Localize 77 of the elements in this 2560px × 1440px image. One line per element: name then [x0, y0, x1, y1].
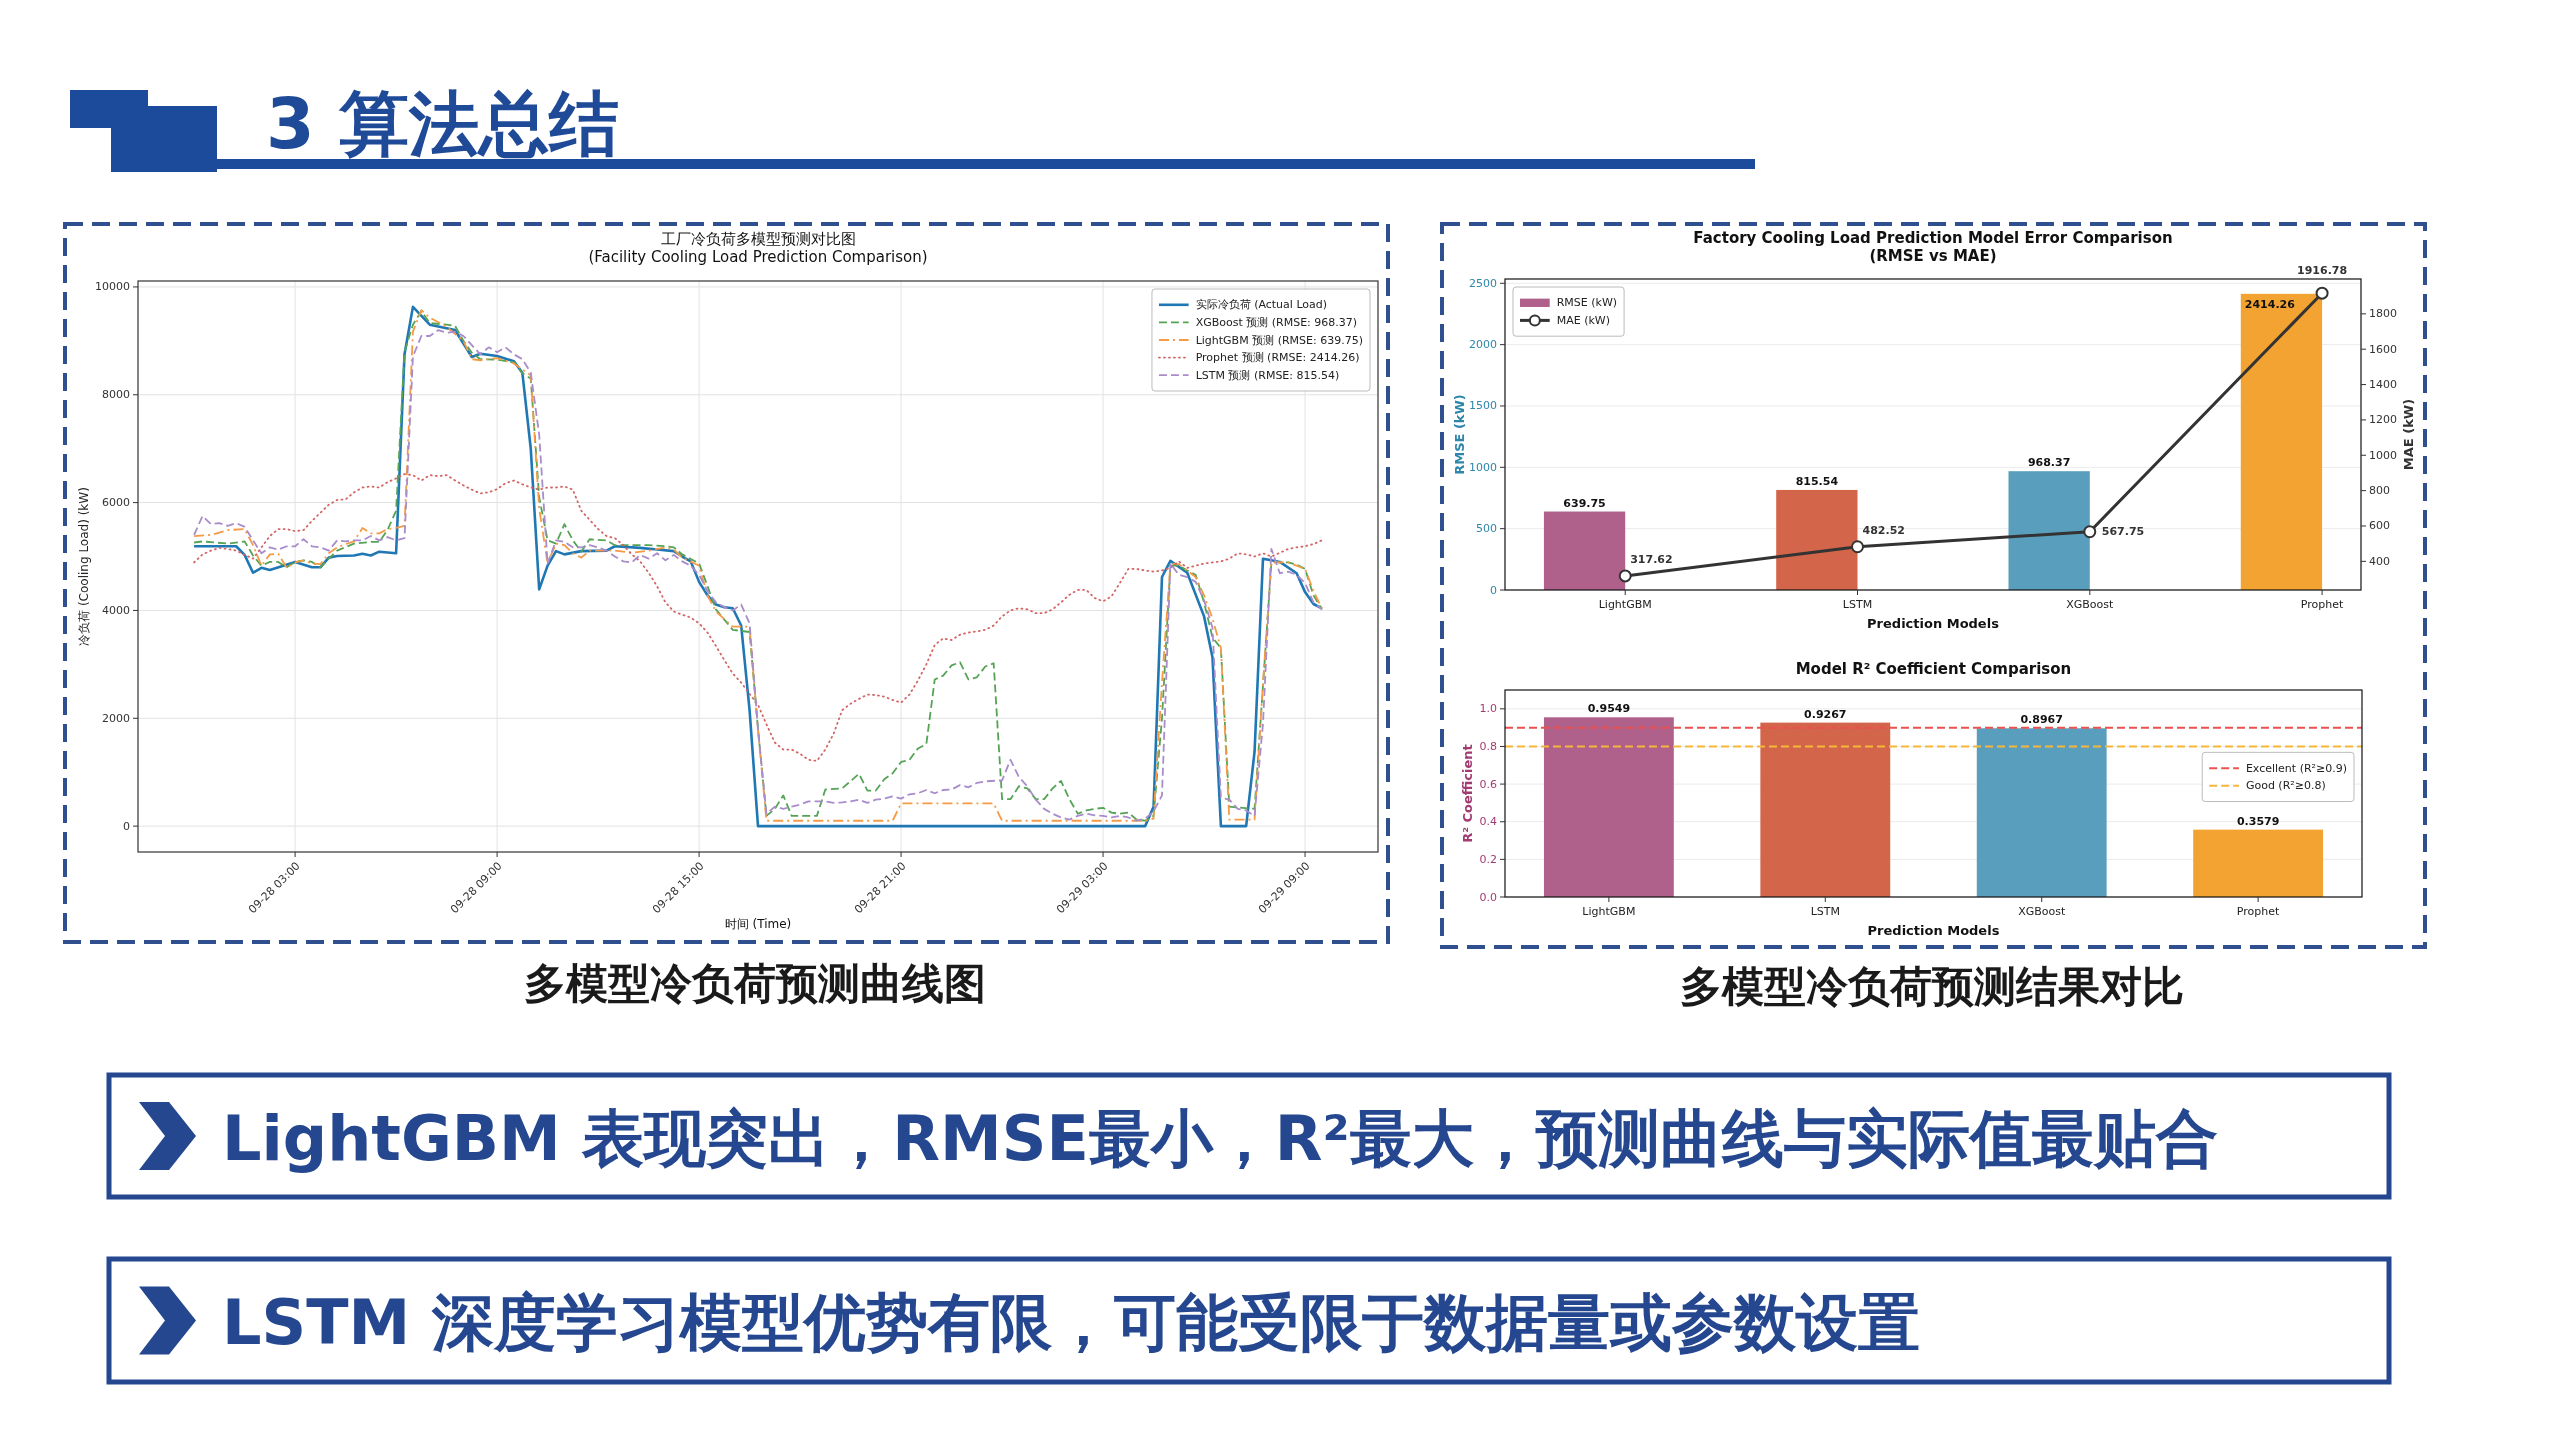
data-label: 0.9549 [1587, 702, 1631, 716]
y2-axis-title: MAE (kW) [2400, 398, 2416, 471]
y2-tick-label: 600 [2369, 519, 2390, 533]
x-tick-label: Prophet [2236, 905, 2281, 918]
y-axis-title: RMSE (kW) [1451, 394, 1467, 475]
x-tick-label: LightGBM [1582, 905, 1636, 918]
y-tick-label: 8000 [102, 388, 130, 402]
legend-label: MAE (kW) [1556, 313, 1610, 327]
legend-label: RMSE (kW) [1556, 296, 1618, 310]
point [2315, 286, 2329, 300]
data-label: 0.9267 [1804, 707, 1847, 721]
text: 多模型冷负荷预测结果对比 [1680, 962, 2184, 1011]
legend-label: LSTM 预测 (RMSE: 815.54) [1195, 368, 1340, 382]
legend-label: Prophet 预测 (RMSE: 2414.26) [1195, 351, 1360, 365]
y-tick-label: 2000 [102, 711, 130, 725]
data-label: 968.37 [2027, 456, 2071, 470]
y-axis-title: 冷负荷 (Cooling Load) (kW) [77, 487, 91, 646]
point [1618, 569, 1632, 583]
y2-tick-label: 400 [2369, 554, 2390, 568]
chart-title: Model R² Coefficient Comparison [1795, 660, 2072, 678]
line-series [193, 473, 1323, 762]
x-axis-title: Prediction Models [1867, 616, 2000, 631]
y2-tick-label: 1200 [2369, 413, 2397, 427]
data-label: 0.3579 [2236, 814, 2280, 828]
point [2083, 525, 2097, 539]
y-tick-label: 4000 [102, 603, 130, 617]
x-tick-label: LightGBM [1598, 598, 1652, 611]
chart-title: 工厂冷负荷多模型预测对比图 [660, 230, 856, 248]
data-label: 567.75 [2101, 525, 2145, 539]
legend-label: XGBoost 预测 (RMSE: 968.37) [1195, 315, 1358, 329]
y-tick-label: 0.2 [1479, 852, 1497, 866]
y-tick-label: 0.0 [1479, 890, 1497, 904]
y-tick-label: 500 [1476, 522, 1497, 536]
text: 3 算法总结 [266, 83, 620, 165]
y-tick-label: 0 [1490, 583, 1497, 597]
chart-subtitle: (Facility Cooling Load Prediction Comparison) [588, 248, 928, 266]
point [1851, 540, 1864, 554]
x-tick-label: XGBoost [2066, 598, 2115, 611]
y2-tick-label: 1400 [2369, 378, 2397, 392]
data-label: 317.62 [1630, 552, 1673, 566]
y2-tick-label: 1000 [2369, 448, 2397, 462]
y-tick-label: 0 [123, 819, 130, 833]
y-tick-label: 0.4 [1479, 815, 1497, 829]
y2-tick-label: 1600 [2369, 342, 2397, 356]
y-tick-label: 1.0 [1479, 702, 1497, 716]
y-tick-label: 1500 [1469, 399, 1497, 413]
data-label: 482.52 [1862, 523, 1905, 537]
y-tick-label: 0.8 [1479, 739, 1497, 753]
data-label: 639.75 [1563, 496, 1606, 510]
x-tick-label: Prophet [2300, 598, 2345, 611]
x-tick-label: XGBoost [2018, 905, 2066, 918]
text: 多模型冷负荷预测曲线图 [524, 959, 986, 1008]
chart-subtitle: (RMSE vs MAE) [1869, 247, 1997, 265]
y-tick-label: 2000 [1469, 338, 1497, 352]
chart-title: Factory Cooling Load Prediction Model Error Comparison [1693, 229, 2173, 247]
y2-tick-label: 1800 [2369, 307, 2397, 321]
data-label: 815.54 [1795, 474, 1839, 488]
data-label: 0.8967 [2020, 713, 2063, 727]
y-tick-label: 0.6 [1479, 777, 1497, 791]
legend-label: Excellent (R²≥0.9) [2245, 761, 2347, 775]
x-tick-label: LSTM [1810, 905, 1840, 918]
legend-label: Good (R²≥0.8) [2245, 779, 2326, 793]
data-label: 2414.26 [2244, 297, 2296, 311]
text: LSTM 深度学习模型优势有限，可能受限于数据量或参数设置 [222, 1286, 1920, 1359]
x-axis-title: 时间 (Time) [724, 917, 792, 931]
text: LightGBM 表现突出，RMSE最小，R²最大，预测曲线与实际值最贴合 [222, 1101, 2218, 1175]
legend-label: LightGBM 预测 (RMSE: 639.75) [1195, 333, 1363, 347]
y-axis-title: R² Coefficient [1459, 744, 1475, 843]
y-tick-label: 1000 [1469, 460, 1497, 474]
data-label: 1916.78 [2297, 264, 2348, 277]
y-tick-label: 10000 [95, 280, 130, 294]
y-tick-label: 2500 [1469, 276, 1497, 290]
x-tick-label: LSTM [1842, 598, 1873, 611]
y-tick-label: 6000 [102, 496, 130, 510]
y2-tick-label: 800 [2369, 484, 2390, 498]
x-axis-title: Prediction Models [1867, 923, 2000, 938]
legend-label: 实际冷负荷 (Actual Load) [1195, 298, 1328, 312]
